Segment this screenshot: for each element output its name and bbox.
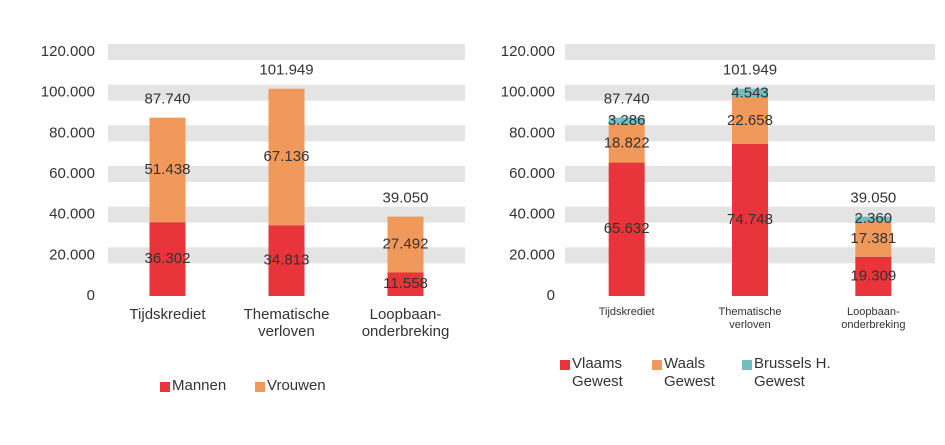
- x-tick-label: Thematische verloven: [718, 306, 782, 331]
- x-tick-label: Thematische verloven: [243, 306, 330, 341]
- x-tick-label: Tijdskrediet: [129, 306, 206, 323]
- bar-segment: [149, 117, 186, 223]
- legend-label: Vlaams Gewest: [572, 355, 623, 390]
- y-tick-label: 0: [547, 287, 555, 304]
- bar-segment: [387, 216, 424, 273]
- y-tick-label: 80.000: [509, 124, 555, 141]
- y-tick-label: 60.000: [49, 165, 95, 182]
- bar-segment: [732, 144, 768, 296]
- y-tick-label: 80.000: [49, 124, 95, 141]
- bar-segment: [387, 272, 424, 296]
- legend-label: Waals Gewest: [664, 355, 715, 390]
- y-tick-label: 60.000: [509, 165, 555, 182]
- bar-segment: [608, 124, 645, 163]
- data-label: 34.813: [264, 252, 310, 269]
- data-label: 18.822: [604, 134, 650, 151]
- bar-segment: [608, 117, 645, 125]
- legend-swatch: [742, 360, 752, 370]
- y-tick-label: 120.000: [41, 43, 95, 60]
- legend-label: Brussels H. Gewest: [754, 355, 831, 390]
- x-tick-label: Loopbaan-onderbreking: [841, 306, 906, 331]
- total-label: 39.050: [383, 190, 429, 207]
- bar-segment: [149, 222, 186, 296]
- data-label: 3.286: [608, 112, 646, 129]
- data-label: 51.438: [145, 161, 191, 178]
- legend-swatch: [652, 360, 662, 370]
- total-label: 87.740: [604, 91, 650, 108]
- y-tick-label: 20.000: [509, 246, 555, 263]
- legend-swatch: [160, 382, 170, 392]
- grid-band: [108, 44, 465, 60]
- y-tick-label: 120.000: [501, 43, 555, 60]
- data-label: 74.748: [727, 211, 773, 228]
- legend-swatch: [560, 360, 570, 370]
- bar-segment: [855, 216, 892, 222]
- data-label: 17.381: [850, 230, 896, 247]
- total-label: 39.050: [850, 190, 896, 207]
- y-tick-label: 0: [87, 287, 95, 304]
- grid-band: [565, 44, 935, 60]
- x-tick-label: Tijdskrediet: [598, 306, 655, 318]
- data-label: 4.543: [731, 84, 769, 101]
- bar-segment: [268, 225, 305, 296]
- total-label: 101.949: [723, 62, 777, 79]
- bar-segment: [268, 88, 305, 226]
- bar-segment: [855, 221, 892, 257]
- data-label: 22.658: [727, 112, 773, 129]
- data-label: 67.136: [264, 148, 310, 165]
- bar-segment: [608, 162, 645, 296]
- bar-segment: [732, 88, 768, 98]
- data-label: 27.492: [383, 236, 429, 253]
- data-label: 11.558: [383, 275, 428, 292]
- legend-label: Mannen: [172, 377, 227, 394]
- data-label: 2.360: [855, 210, 893, 227]
- total-label: 101.949: [259, 62, 313, 79]
- total-label: 87.740: [145, 91, 191, 108]
- x-tick-label: Loopbaan-onderbreking: [361, 306, 450, 341]
- legend-label: Vrouwen: [267, 377, 326, 394]
- data-label: 65.632: [604, 220, 650, 237]
- y-tick-label: 20.000: [49, 246, 95, 263]
- bar-segment: [732, 97, 768, 145]
- data-label: 36.302: [145, 250, 191, 267]
- y-tick-label: 40.000: [509, 206, 555, 223]
- legend-swatch: [255, 382, 265, 392]
- bar-segment: [855, 256, 892, 296]
- y-tick-label: 100.000: [41, 84, 95, 101]
- data-label: 19.309: [850, 267, 896, 284]
- y-tick-label: 40.000: [49, 206, 95, 223]
- y-tick-label: 100.000: [501, 84, 555, 101]
